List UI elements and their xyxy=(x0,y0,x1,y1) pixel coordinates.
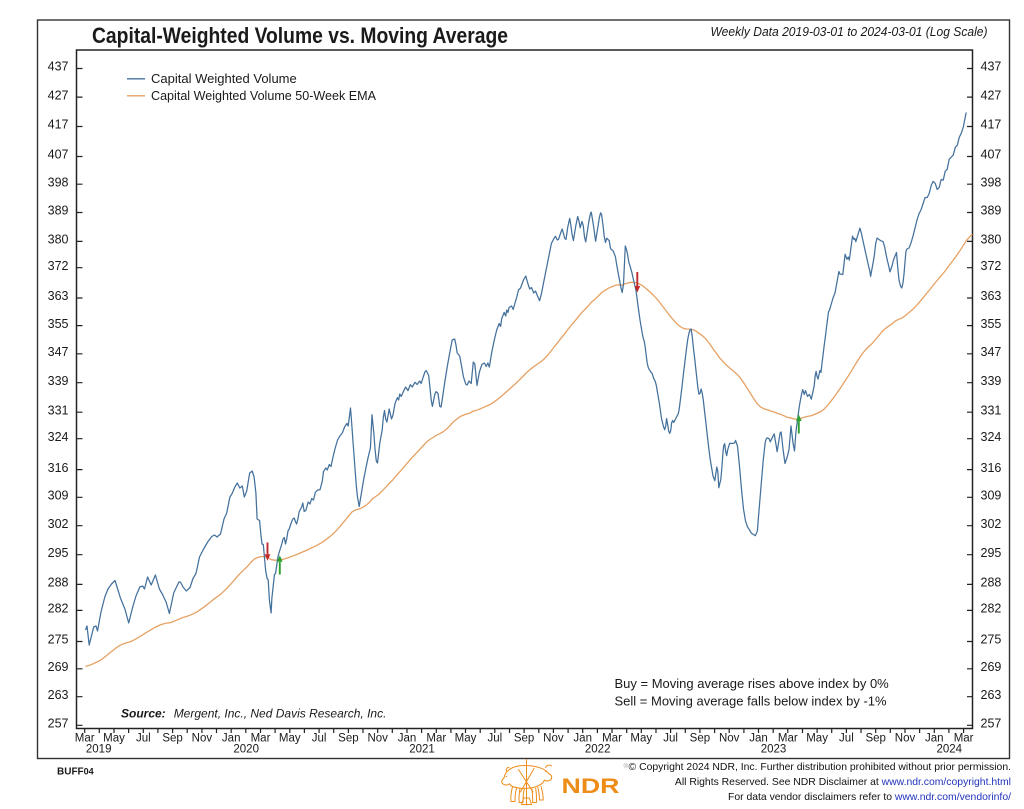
svg-text:263: 263 xyxy=(981,688,1002,702)
svg-text:316: 316 xyxy=(48,461,69,475)
svg-text:Sell = Moving average falls be: Sell = Moving average falls below index … xyxy=(615,694,888,709)
svg-text:380: 380 xyxy=(981,233,1002,247)
svg-text:NDR: NDR xyxy=(562,774,621,798)
svg-text:© Copyright 2024 NDR, Inc. Fur: © Copyright 2024 NDR, Inc. Further distr… xyxy=(629,762,1011,773)
svg-text:363: 363 xyxy=(981,289,1002,303)
svg-text:309: 309 xyxy=(48,489,69,503)
svg-text:417: 417 xyxy=(48,118,69,132)
svg-text:427: 427 xyxy=(981,88,1002,102)
svg-text:257: 257 xyxy=(48,717,69,731)
svg-text:372: 372 xyxy=(48,259,69,273)
svg-text:May: May xyxy=(630,733,652,745)
svg-text:339: 339 xyxy=(981,374,1002,388)
svg-text:Capital-Weighted Volume vs. Mo: Capital-Weighted Volume vs. Moving Avera… xyxy=(92,23,508,48)
svg-text:331: 331 xyxy=(48,403,69,417)
svg-text:263: 263 xyxy=(48,688,69,702)
svg-text:Sep: Sep xyxy=(690,733,710,745)
svg-text:May: May xyxy=(279,733,301,745)
svg-text:All Rights Reserved. See NDR D: All Rights Reserved. See NDR Disclaimer … xyxy=(675,777,1011,788)
svg-text:BUFF04: BUFF04 xyxy=(57,767,94,778)
svg-text:Nov: Nov xyxy=(543,733,564,745)
svg-text:Capital Weighted Volume: Capital Weighted Volume xyxy=(151,71,297,86)
svg-text:Jul: Jul xyxy=(136,733,151,745)
svg-text:2024: 2024 xyxy=(937,744,963,756)
svg-text:Sep: Sep xyxy=(514,733,534,745)
svg-text:Capital Weighted Volume 50-Wee: Capital Weighted Volume 50-Week EMA xyxy=(151,88,376,103)
svg-text:339: 339 xyxy=(48,374,69,388)
svg-text:282: 282 xyxy=(981,602,1002,616)
svg-text:Mar: Mar xyxy=(778,733,798,745)
svg-text:282: 282 xyxy=(48,602,69,616)
svg-text:Jul: Jul xyxy=(839,733,854,745)
svg-text:2019: 2019 xyxy=(86,744,112,756)
svg-text:275: 275 xyxy=(981,633,1002,647)
svg-text:2022: 2022 xyxy=(585,744,611,756)
svg-text:316: 316 xyxy=(981,461,1002,475)
svg-text:Mar: Mar xyxy=(251,733,271,745)
svg-text:May: May xyxy=(455,733,477,745)
svg-text:295: 295 xyxy=(48,546,69,560)
svg-text:Nov: Nov xyxy=(719,733,740,745)
svg-text:355: 355 xyxy=(981,317,1002,331)
svg-text:437: 437 xyxy=(981,60,1002,74)
svg-text:2023: 2023 xyxy=(761,744,787,756)
svg-text:Mar: Mar xyxy=(426,733,446,745)
svg-text:275: 275 xyxy=(48,633,69,647)
svg-text:Jul: Jul xyxy=(312,733,327,745)
svg-text:Weekly Data 2019-03-01 to 2024: Weekly Data 2019-03-01 to 2024-03-01 (Lo… xyxy=(711,24,988,39)
svg-text:347: 347 xyxy=(981,345,1002,359)
svg-text:Jul: Jul xyxy=(487,733,502,745)
svg-text:Mar: Mar xyxy=(602,733,622,745)
svg-text:Mar: Mar xyxy=(954,733,974,745)
svg-text:372: 372 xyxy=(981,259,1002,273)
svg-text:®: ® xyxy=(624,763,629,770)
svg-text:Jan: Jan xyxy=(573,733,592,745)
svg-text:417: 417 xyxy=(981,118,1002,132)
svg-text:437: 437 xyxy=(48,60,69,74)
svg-text:363: 363 xyxy=(48,289,69,303)
svg-text:309: 309 xyxy=(981,489,1002,503)
svg-text:May: May xyxy=(103,733,125,745)
svg-text:Source:Mergent, Inc., Ned Davi: Source: Mergent, Inc., Ned Davis Research… xyxy=(121,707,386,721)
svg-text:Sep: Sep xyxy=(338,733,358,745)
svg-text:398: 398 xyxy=(48,175,69,189)
svg-text:Sep: Sep xyxy=(162,733,182,745)
svg-text:Sep: Sep xyxy=(865,733,885,745)
svg-text:Jan: Jan xyxy=(925,733,944,745)
svg-text:331: 331 xyxy=(981,403,1002,417)
svg-text:324: 324 xyxy=(48,430,69,444)
svg-text:2020: 2020 xyxy=(233,744,259,756)
svg-text:288: 288 xyxy=(48,576,69,590)
svg-text:295: 295 xyxy=(981,546,1002,560)
svg-text:Jan: Jan xyxy=(222,733,241,745)
svg-text:Jan: Jan xyxy=(749,733,768,745)
svg-text:Nov: Nov xyxy=(367,733,388,745)
svg-text:269: 269 xyxy=(48,660,69,674)
svg-text:398: 398 xyxy=(981,175,1002,189)
svg-text:Nov: Nov xyxy=(895,733,916,745)
svg-text:257: 257 xyxy=(981,717,1002,731)
svg-text:407: 407 xyxy=(48,148,69,162)
svg-text:355: 355 xyxy=(48,317,69,331)
svg-text:302: 302 xyxy=(981,517,1002,531)
svg-text:Nov: Nov xyxy=(192,733,213,745)
svg-text:380: 380 xyxy=(48,233,69,247)
svg-text:302: 302 xyxy=(48,517,69,531)
svg-text:389: 389 xyxy=(48,204,69,218)
svg-text:May: May xyxy=(806,733,828,745)
svg-text:2021: 2021 xyxy=(409,744,435,756)
svg-text:347: 347 xyxy=(48,345,69,359)
svg-text:269: 269 xyxy=(981,660,1002,674)
svg-text:389: 389 xyxy=(981,204,1002,218)
svg-text:427: 427 xyxy=(48,88,69,102)
svg-text:Jan: Jan xyxy=(398,733,417,745)
svg-text:Jul: Jul xyxy=(663,733,678,745)
svg-text:324: 324 xyxy=(981,430,1002,444)
svg-text:288: 288 xyxy=(981,576,1002,590)
svg-text:Buy = Moving average rises abo: Buy = Moving average rises above index b… xyxy=(615,676,890,691)
svg-text:For data vendor disclaimers re: For data vendor disclaimers refer to www… xyxy=(728,792,1011,803)
svg-text:Mar: Mar xyxy=(75,733,95,745)
svg-text:407: 407 xyxy=(981,148,1002,162)
